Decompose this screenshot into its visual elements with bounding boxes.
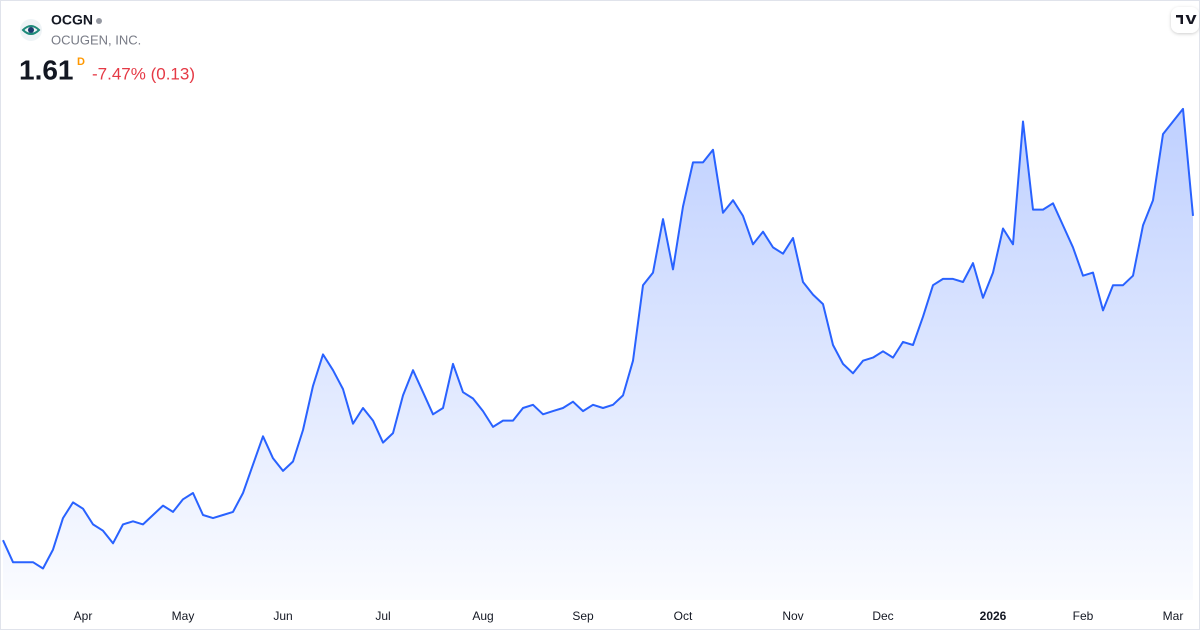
x-tick-label: Mar [1163, 609, 1184, 623]
interval: D [77, 56, 85, 68]
plot-area [2, 107, 1194, 601]
x-tick-label: Nov [782, 609, 803, 623]
x-tick-label: Oct [674, 609, 693, 623]
x-tick-label: Apr [74, 609, 93, 623]
x-tick-label: Aug [472, 609, 493, 623]
x-tick-label: May [172, 609, 195, 623]
x-tick-label: 2026 [980, 609, 1007, 623]
area-fill [3, 108, 1193, 601]
tv-logo-mark [1176, 15, 1197, 24]
price-line [2, 107, 1194, 570]
x-tick-label: Dec [872, 609, 893, 623]
x-tick-label: Sep [572, 609, 594, 623]
change: -7.47% (0.13) [92, 64, 195, 83]
price: 1.61 [19, 54, 74, 85]
logo-eye [21, 25, 41, 35]
x-tick-label: Jun [273, 609, 292, 623]
tv-logo [1171, 7, 1199, 33]
company-name: OCUGEN, INC. [51, 32, 141, 47]
x-tick-label: Jul [375, 609, 390, 623]
logo [20, 19, 42, 41]
x-tick-label: Feb [1073, 609, 1094, 623]
ticker: OCGN [51, 12, 93, 28]
status-dot [96, 18, 102, 24]
tv-logo-bg [1171, 7, 1199, 33]
logo-pupil [28, 27, 34, 33]
